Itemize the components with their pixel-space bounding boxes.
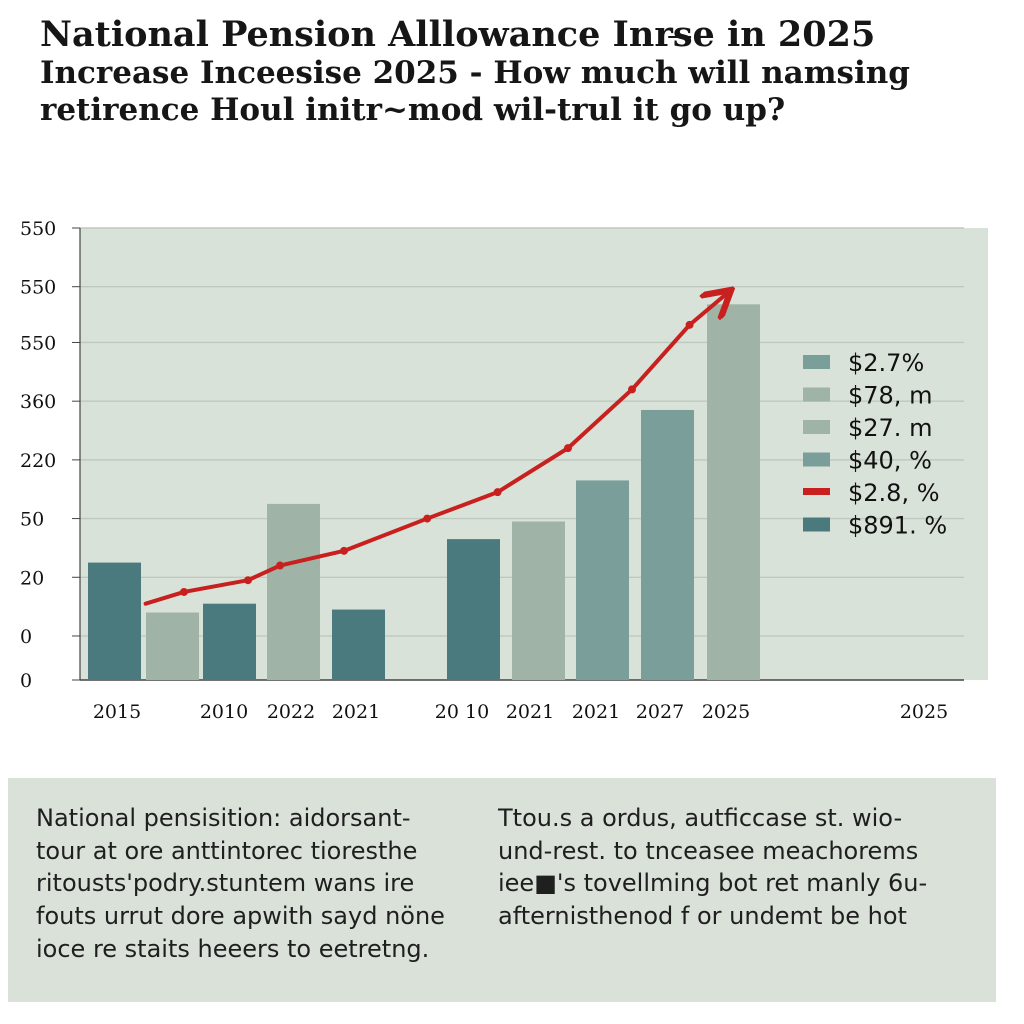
trend-point (685, 320, 694, 329)
legend-label: $2.7% (848, 349, 924, 377)
legend-swatch (803, 355, 830, 369)
trend-point (493, 488, 502, 497)
note-right-line: iee■'s tovellming bot ret manly 6u- (498, 869, 928, 898)
x-tick-label: 2010 (200, 701, 248, 723)
x-tick-label: 2021 (572, 701, 620, 723)
legend-swatch (803, 387, 830, 402)
bar (447, 539, 500, 680)
legend-swatch (803, 420, 830, 434)
bar (332, 609, 385, 680)
notes-panel: National pensisition: aidorsant- tour at… (8, 778, 996, 1002)
y-tick-labels: 0 0 20 50 220 360 550 550 550 (20, 218, 56, 692)
note-left-line: ioce re staits heeers to eetretng. (36, 934, 430, 963)
trend-line-group (143, 293, 728, 606)
trend-point (244, 576, 252, 585)
bar (88, 562, 141, 680)
x-tick-label: 2025 (900, 701, 948, 723)
note-right-line: Ttou.s a ordus, autficcase st. wio- (498, 804, 903, 832)
x-tick-label: 2025 (702, 701, 750, 723)
y-tick-label: 20 (20, 567, 44, 589)
x-tick-label: 20 10 (435, 701, 489, 723)
bars (88, 304, 760, 680)
chart-title-block: National Pension Alllowance Inrs̶e in 20… (40, 14, 1000, 128)
y-tick-label: 0 (20, 626, 32, 648)
x-tick-label: 2021 (332, 701, 380, 723)
note-right-line: und-rest. to tnceasee meachorems (498, 836, 919, 865)
note-left-line: fouts urrut dore apwith sayd nöne (36, 901, 445, 930)
bar (576, 480, 629, 680)
bar (641, 409, 694, 680)
y-tick-label: 0 (20, 670, 32, 692)
x-tick-label: 2015 (93, 701, 141, 723)
x-tick-labels: 2015 2010 2022 2021 20 10 2021 2021 2027 2025 202… (93, 701, 948, 723)
legend-label: $2.8, % (848, 479, 940, 507)
note-left-line: tour at ore anttintorec tioresthe (36, 836, 418, 865)
bar (203, 603, 256, 680)
bar (512, 521, 565, 680)
legend-swatch (803, 488, 830, 495)
trend-point (564, 444, 572, 453)
x-tick-label: 2021 (506, 701, 554, 723)
trend-point (340, 546, 348, 555)
legend-label: $40, % (848, 447, 932, 475)
notes-right-column: Ttou.s a ordus, autficcase st. wio- und-… (498, 802, 968, 933)
bar (707, 304, 760, 680)
x-tick-label: 2027 (636, 701, 684, 723)
x-tick-label: 2022 (267, 701, 315, 723)
title-line-3: retirence Houl initr~mod wil-trul it go … (40, 91, 786, 128)
trend-point (423, 514, 432, 523)
y-tick-label: 550 (20, 332, 56, 354)
bar (267, 503, 320, 680)
y-tick-label: 550 (20, 218, 56, 240)
notes-left-column: National pensisition: aidorsant- tour at… (36, 802, 476, 965)
legend-label: $891. % (848, 512, 947, 540)
y-tick-label: 360 (20, 391, 56, 413)
trend-point (180, 587, 188, 596)
y-tick-label: 220 (20, 450, 56, 472)
legend-label: $27. m (848, 414, 932, 442)
legend: $2.7% $78, m $27. m $40, % $2.8, % $891. % (803, 349, 947, 540)
y-tick-label: 50 (20, 509, 44, 531)
legend-label: $78, m (848, 382, 932, 410)
title-line-1: National Pension Alllowance Inrs̶e in 20… (40, 14, 876, 55)
title-line-2: Increase Inceesise 2025 - How much will … (40, 55, 910, 92)
y-tick-label: 550 (20, 277, 56, 299)
note-left-line: National pensisition: aidorsant- (36, 804, 411, 832)
trend-point (628, 385, 636, 394)
note-left-line: ritousts'podry.stuntem wans ire (36, 869, 415, 898)
note-right-line: afternisthenod f or undemt be hot (498, 901, 907, 930)
legend-swatch (803, 517, 830, 532)
legend-swatch (803, 452, 830, 467)
bar (146, 612, 199, 680)
trend-point (276, 561, 284, 570)
